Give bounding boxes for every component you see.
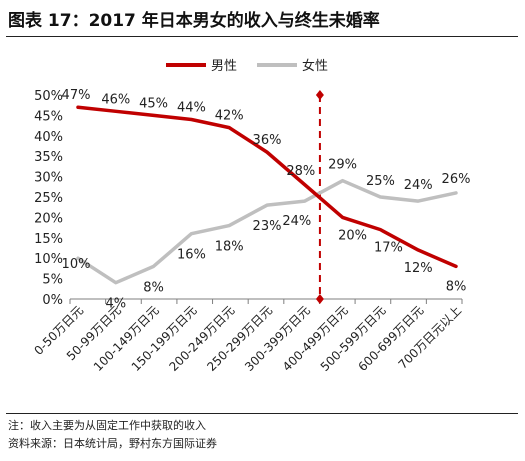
x-tick-label: 400-499万日元: [280, 303, 351, 374]
y-tick-label: 5%: [42, 273, 63, 288]
female-data-label: 10%: [62, 257, 91, 272]
x-tick-label: 500-599万日元: [318, 303, 389, 374]
y-tick-label: 40%: [34, 130, 63, 145]
y-tick-label: 25%: [34, 191, 63, 206]
male-data-label: 46%: [101, 92, 130, 107]
x-tick-label: 600-699万日元: [356, 303, 427, 374]
y-tick-label: 35%: [34, 150, 63, 165]
y-tick-label: 10%: [34, 252, 63, 267]
y-tick-label: 20%: [34, 211, 63, 226]
x-tick-label: 200-249万日元: [167, 303, 238, 374]
divider-bottom-marker: [315, 294, 324, 304]
x-tick-label: 100-149万日元: [91, 303, 162, 374]
x-tick-label: 250-299万日元: [204, 303, 275, 374]
female-series-line: [76, 178, 458, 285]
female-data-label: 24%: [282, 214, 311, 229]
chart-title: 图表 17：2017 年日本男女的收入与终生未婚率: [8, 11, 380, 31]
title-divider: [6, 36, 518, 37]
footnote: 注：收入主要为从固定工作中获取的收入: [8, 419, 206, 432]
female-data-label: 24%: [404, 178, 433, 193]
line-chart: 0%5%10%15%20%25%30%35%40%45%50%0-50万日元50…: [31, 58, 471, 374]
female-data-label: 8%: [143, 280, 164, 295]
male-data-label: 17%: [374, 241, 403, 256]
legend-label-female: 女性: [302, 58, 328, 74]
footer-divider: [6, 413, 518, 414]
male-series-line: [76, 105, 458, 269]
y-tick-label: 0%: [42, 293, 63, 308]
y-tick-label: 50%: [34, 89, 63, 104]
male-data-label: 36%: [253, 133, 282, 148]
x-tick-label: 300-399万日元: [242, 303, 313, 374]
female-data-label: 16%: [177, 248, 206, 263]
male-data-label: 44%: [177, 100, 206, 115]
source-note: 资料来源：日本统计局，野村东方国际证券: [8, 437, 217, 450]
female-data-label: 18%: [215, 240, 244, 255]
male-data-label: 45%: [139, 96, 168, 111]
female-data-label: 29%: [328, 158, 357, 173]
male-data-label: 8%: [446, 279, 467, 294]
y-tick-label: 30%: [34, 171, 63, 186]
y-tick-label: 15%: [34, 232, 63, 247]
male-data-label: 28%: [286, 164, 315, 179]
x-tick-label: 150-199万日元: [129, 303, 200, 374]
legend-label-male: 男性: [211, 59, 237, 74]
male-data-label: 12%: [404, 261, 433, 276]
female-data-label: 4%: [105, 297, 126, 312]
female-data-label: 26%: [442, 172, 471, 187]
male-data-label: 42%: [215, 109, 244, 124]
male-data-label: 47%: [62, 88, 91, 103]
divider-top-marker: [315, 90, 324, 100]
y-tick-label: 45%: [34, 109, 63, 124]
female-data-label: 23%: [253, 219, 282, 234]
male-data-label: 20%: [338, 228, 367, 243]
female-data-label: 25%: [366, 174, 395, 189]
